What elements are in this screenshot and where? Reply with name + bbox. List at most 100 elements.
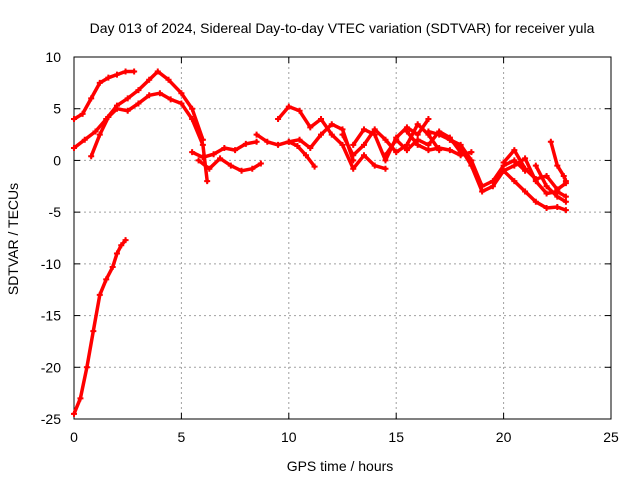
axis-ticks: 0 5 10 15 20 25 -25 -20 -15 -10 -5 0 5 10 — [41, 49, 619, 445]
data-point — [414, 131, 421, 138]
data-point — [109, 263, 116, 270]
data-point — [221, 145, 228, 152]
data-point — [189, 149, 196, 156]
data-point — [562, 178, 569, 185]
data-point — [468, 162, 475, 169]
data-point — [425, 147, 432, 154]
data-point — [500, 167, 507, 174]
data-point — [124, 107, 131, 114]
data-point — [554, 186, 561, 193]
x-axis-label: GPS time / hours — [287, 458, 394, 474]
data-point — [285, 103, 292, 110]
data-point — [96, 291, 103, 298]
data-point — [249, 165, 256, 172]
data-point — [113, 250, 120, 257]
data-point — [156, 90, 163, 97]
data-point — [199, 154, 206, 161]
data-point — [522, 188, 529, 195]
data-point — [522, 155, 529, 162]
data-point — [543, 183, 550, 190]
data-point — [131, 68, 138, 75]
data-point — [328, 121, 335, 128]
data-point — [339, 141, 346, 148]
data-point — [328, 131, 335, 138]
series-line-arc-19 — [549, 140, 568, 183]
data-point — [257, 160, 264, 167]
data-point — [339, 131, 346, 138]
data-point — [360, 152, 367, 159]
data-point — [275, 116, 282, 123]
grid-lines — [74, 57, 611, 419]
data-point — [318, 116, 325, 123]
data-point — [285, 138, 292, 145]
data-point — [371, 126, 378, 133]
data-point — [307, 124, 314, 131]
data-point — [189, 105, 196, 112]
data-point — [96, 79, 103, 86]
data-point — [90, 328, 97, 335]
data-point — [393, 136, 400, 143]
data-point — [210, 151, 217, 158]
data-point — [511, 147, 518, 154]
data-point — [562, 207, 569, 214]
data-point — [105, 113, 112, 120]
data-point — [96, 131, 103, 138]
data-point — [118, 242, 125, 249]
data-point — [232, 147, 239, 154]
data-point — [206, 165, 213, 172]
data-point — [522, 165, 529, 172]
data-point — [189, 116, 196, 123]
data-point — [113, 105, 120, 112]
data-point — [113, 71, 120, 78]
y-tick-label: -15 — [41, 308, 61, 324]
data-point — [81, 136, 88, 143]
data-point — [154, 68, 161, 75]
x-tick-label: 20 — [496, 429, 512, 445]
series-line-arc-12 — [383, 129, 463, 158]
data-point — [479, 188, 486, 195]
x-tick-label: 25 — [603, 429, 619, 445]
data-point — [371, 162, 378, 169]
data-point — [554, 162, 561, 169]
data-point — [146, 76, 153, 83]
data-point — [253, 131, 260, 138]
data-point — [311, 163, 318, 170]
data-point — [135, 100, 142, 107]
data-point — [199, 141, 206, 148]
data-point — [77, 395, 84, 402]
data-point — [560, 172, 567, 179]
data-point — [532, 162, 539, 169]
data-point — [146, 92, 153, 99]
data-point — [227, 162, 234, 169]
data-point — [318, 131, 325, 138]
data-point — [217, 155, 224, 162]
chart-title: Day 013 of 2024, Sidereal Day-to-day VTE… — [90, 20, 595, 36]
y-tick-label: 0 — [53, 152, 61, 168]
x-tick-label: 15 — [388, 429, 404, 445]
y-tick-label: -20 — [41, 359, 61, 375]
data-point — [92, 128, 99, 135]
data-point — [195, 157, 202, 164]
data-point — [302, 152, 309, 159]
data-point — [403, 128, 410, 135]
data-point — [103, 276, 110, 283]
data-point — [88, 95, 95, 102]
data-point — [71, 116, 77, 123]
data-point — [122, 68, 129, 75]
data-point — [307, 145, 314, 152]
data-point — [511, 162, 518, 169]
data-point — [382, 152, 389, 159]
data-point — [178, 90, 185, 97]
series-line-arc-07 — [254, 122, 355, 163]
data-point — [414, 141, 421, 148]
data-point — [425, 116, 432, 123]
x-tick-label: 0 — [70, 429, 78, 445]
data-point — [532, 176, 539, 183]
data-point — [446, 147, 453, 154]
plot-frame — [73, 56, 612, 420]
data-point — [562, 198, 569, 205]
data-point — [83, 364, 90, 371]
data-point — [543, 190, 550, 197]
data-point — [547, 138, 554, 145]
